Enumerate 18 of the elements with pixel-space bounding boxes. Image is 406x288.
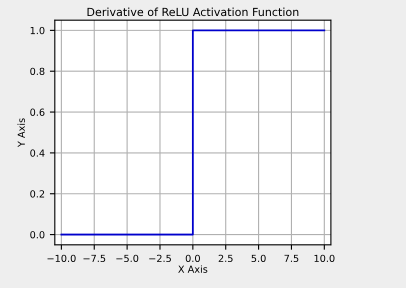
x-tick-label: 5.0: [252, 254, 266, 262]
y-tick-label: 0.8: [30, 68, 44, 76]
x-tick-label: −7.5: [83, 254, 106, 262]
y-tick-label: 0.6: [30, 108, 44, 116]
x-tick-label: 2.5: [218, 254, 233, 262]
x-tick-label: −5.0: [116, 254, 138, 262]
y-tick-label: 0.4: [30, 149, 45, 157]
x-tick-label: −10.0: [48, 254, 76, 262]
y-tick-label: 0.2: [30, 190, 44, 198]
x-tick-label: −2.5: [149, 254, 171, 262]
y-tick-label: 1.0: [30, 26, 44, 34]
x-axis-title: X Axis: [178, 265, 208, 273]
x-tick-label: 10.0: [314, 254, 334, 262]
x-tick-label: 7.5: [284, 254, 298, 262]
x-tick-label: 0.0: [186, 254, 200, 262]
y-axis-title: Y Axis: [17, 118, 25, 148]
chart-title: Derivative of ReLU Activation Function: [88, 8, 298, 16]
y-tick-label: 0.0: [30, 231, 44, 238]
